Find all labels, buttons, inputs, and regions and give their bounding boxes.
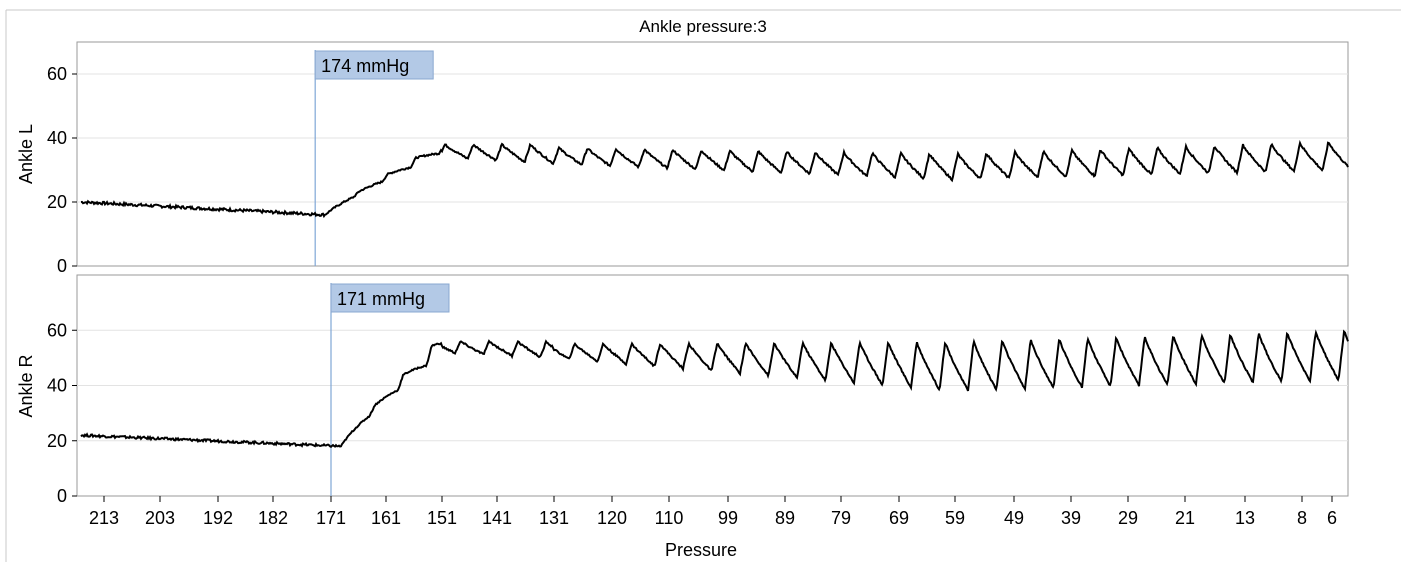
x-tick-label: 79 xyxy=(831,508,851,528)
panel-ankle-r-marker-label: 171 mmHg xyxy=(337,289,425,309)
y-tick-label: 40 xyxy=(47,376,67,396)
y-tick-label: 60 xyxy=(47,64,67,84)
x-tick-label: 213 xyxy=(89,508,119,528)
x-tick-label: 182 xyxy=(258,508,288,528)
chart-title: Ankle pressure:3 xyxy=(639,17,767,36)
x-tick-label: 192 xyxy=(203,508,233,528)
y-tick-label: 60 xyxy=(47,320,67,340)
x-tick-label: 99 xyxy=(718,508,738,528)
y-tick-label: 20 xyxy=(47,192,67,212)
x-tick-label: 203 xyxy=(145,508,175,528)
y-tick-label: 20 xyxy=(47,431,67,451)
panel-ankle-r: 0 20 40 60 Ankle R 171 mmHg xyxy=(16,274,1349,506)
panel-ankle-l-series-line xyxy=(80,139,1349,219)
x-tick-label: 39 xyxy=(1061,508,1081,528)
panel-ankle-l-frame xyxy=(76,41,1349,267)
x-tick-label: 171 xyxy=(316,508,346,528)
x-tick-label: 161 xyxy=(371,508,401,528)
panel-ankle-r-ylabel: Ankle R xyxy=(16,354,36,417)
panel-ankle-l-y-ticks: 0 20 40 60 xyxy=(47,64,77,276)
x-tick-label: 8 xyxy=(1297,508,1307,528)
y-tick-label: 40 xyxy=(47,128,67,148)
panel-ankle-l-grid xyxy=(77,73,1348,203)
x-tick-label: 120 xyxy=(597,508,627,528)
x-tick-label: 13 xyxy=(1235,508,1255,528)
panel-ankle-r-grid xyxy=(77,329,1348,442)
x-tick-label: 6 xyxy=(1327,508,1337,528)
x-axis-ticks: 213 203 192 182 171 161 151 141 131 120 110 99 89 79 6… xyxy=(89,496,1337,528)
x-tick-label: 131 xyxy=(539,508,569,528)
x-tick-label: 141 xyxy=(482,508,512,528)
panel-ankle-r-series-line xyxy=(80,329,1349,448)
panel-ankle-l-marker-label: 174 mmHg xyxy=(321,56,409,76)
x-tick-label: 69 xyxy=(889,508,909,528)
x-tick-label: 49 xyxy=(1004,508,1024,528)
x-tick-label: 21 xyxy=(1175,508,1195,528)
panel-ankle-l-marker-box xyxy=(314,50,434,80)
x-tick-label: 29 xyxy=(1118,508,1138,528)
x-tick-label: 151 xyxy=(427,508,457,528)
x-tick-label: 89 xyxy=(775,508,795,528)
x-tick-label: 110 xyxy=(655,508,684,528)
panel-ankle-l: 0 20 40 60 Ankle L 174 mmHg xyxy=(16,41,1349,276)
panel-ankle-r-y-ticks: 0 20 40 60 xyxy=(47,320,77,506)
x-tick-label: 59 xyxy=(945,508,965,528)
y-tick-label: 0 xyxy=(57,486,67,506)
panel-ankle-l-ylabel: Ankle L xyxy=(16,124,36,184)
y-tick-label: 0 xyxy=(57,256,67,276)
panel-ankle-r-marker-box xyxy=(330,283,450,313)
x-axis-label: Pressure xyxy=(665,540,737,560)
